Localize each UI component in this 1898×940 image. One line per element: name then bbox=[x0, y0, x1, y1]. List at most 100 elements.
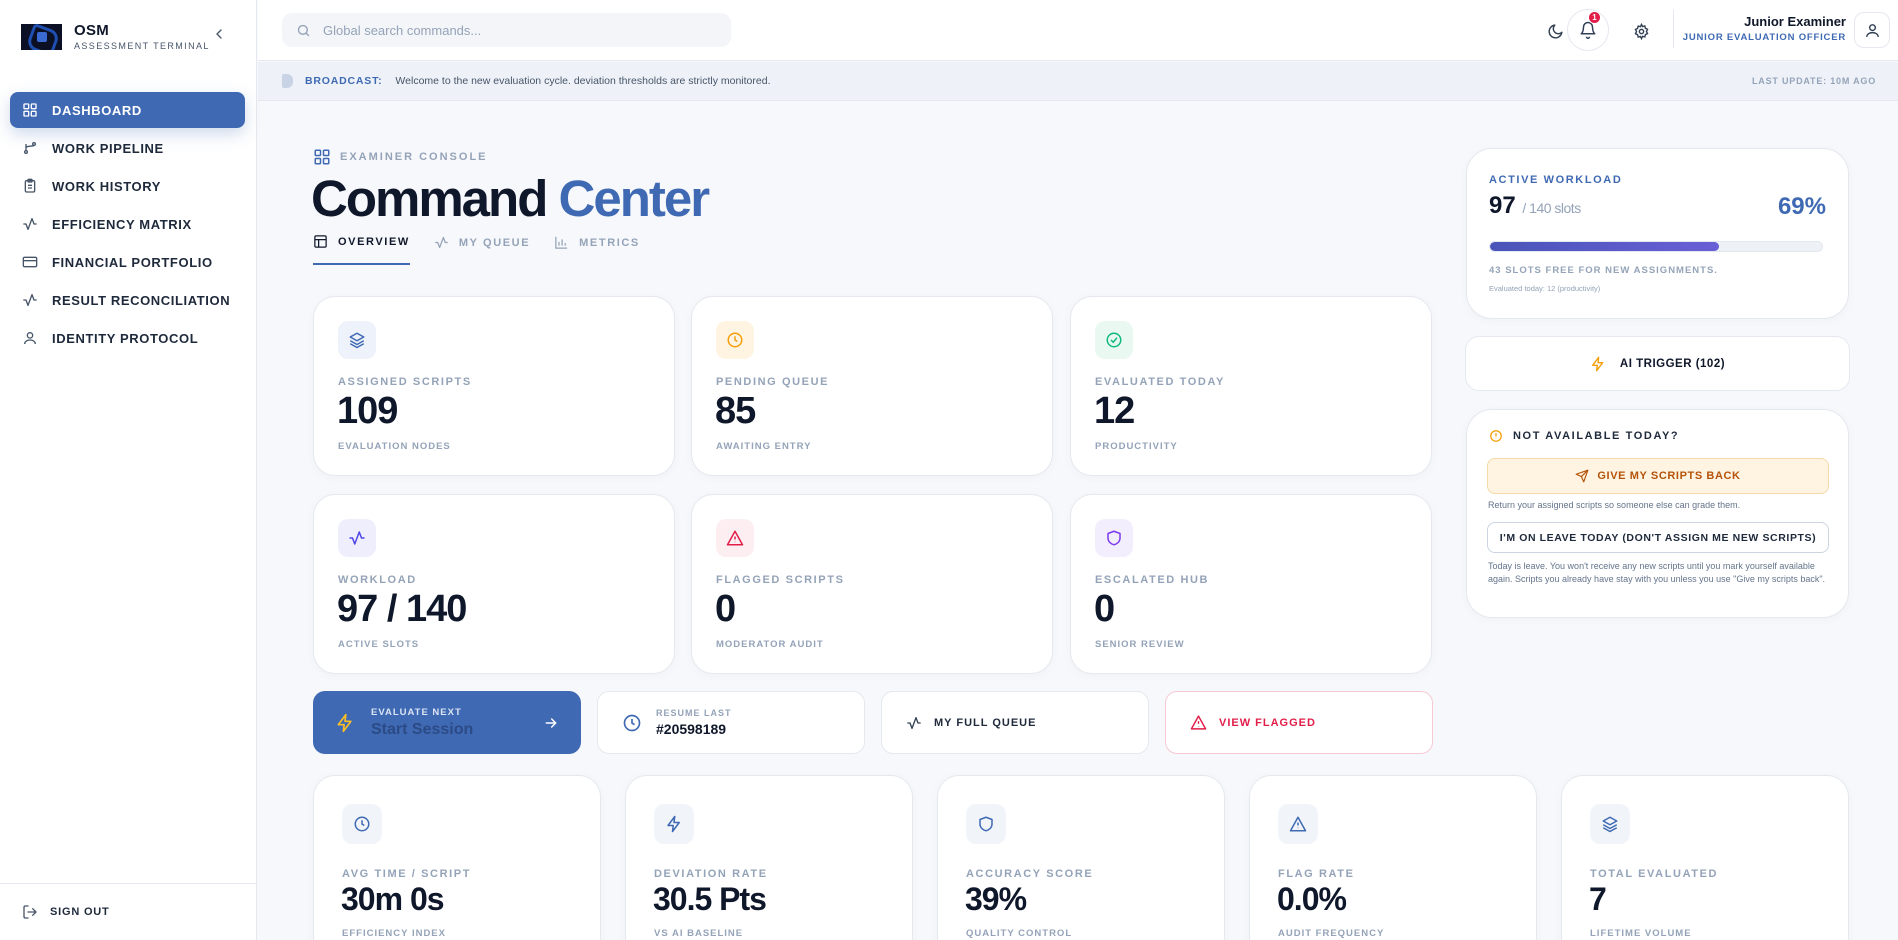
tab-overview[interactable]: OVERVIEW bbox=[313, 234, 410, 265]
stat-card-evaluated-today[interactable]: EVALUATED TODAY 12 PRODUCTIVITY bbox=[1070, 296, 1432, 476]
sidebar-item-work-history[interactable]: WORK HISTORY bbox=[10, 168, 245, 204]
warning-icon bbox=[1190, 714, 1207, 731]
stat-label: ASSIGNED SCRIPTS bbox=[338, 376, 472, 388]
my-full-queue-button[interactable]: MY FULL QUEUE bbox=[881, 691, 1149, 754]
activity-icon bbox=[906, 715, 922, 731]
clipboard-icon bbox=[22, 178, 38, 194]
tab-label: MY QUEUE bbox=[458, 236, 531, 249]
resume-last-button[interactable]: RESUME LAST #20598189 bbox=[597, 691, 865, 754]
view-flagged-button[interactable]: VIEW FLAGGED bbox=[1165, 691, 1433, 754]
sidebar-item-label: FINANCIAL PORTFOLIO bbox=[52, 254, 213, 270]
my-full-queue-label: MY FULL QUEUE bbox=[934, 716, 1037, 729]
metric-sub: EFFICIENCY INDEX bbox=[342, 928, 446, 939]
page-title-main: Command bbox=[311, 170, 548, 227]
metric-value: 30m 0s bbox=[341, 881, 445, 917]
metric-card-total-evaluated[interactable]: TOTAL EVALUATED 7 LIFETIME VOLUME bbox=[1561, 775, 1849, 940]
settings-button[interactable] bbox=[1621, 11, 1661, 51]
tab-metrics[interactable]: METRICS bbox=[554, 234, 640, 265]
metric-value: 30.5 Pts bbox=[653, 881, 767, 917]
metric-sub: VS AI BASELINE bbox=[654, 928, 744, 939]
sidebar-item-label: WORK HISTORY bbox=[52, 178, 162, 194]
topbar: Global search commands... 1 Junior Exami… bbox=[258, 0, 1898, 61]
activity-icon bbox=[338, 519, 376, 557]
broadcast-message: Welcome to the new evaluation cycle. dev… bbox=[395, 75, 771, 87]
metric-sub: QUALITY CONTROL bbox=[966, 928, 1073, 939]
sidebar-item-label: IDENTITY PROTOCOL bbox=[52, 330, 199, 346]
sidebar-item-financial-portfolio[interactable]: FINANCIAL PORTFOLIO bbox=[10, 244, 245, 280]
bar-chart-icon bbox=[554, 235, 569, 250]
brand-title: OSM bbox=[74, 22, 110, 39]
metric-sub: LIFETIME VOLUME bbox=[1590, 928, 1692, 939]
metric-label: ACCURACY SCORE bbox=[966, 868, 1094, 880]
chevron-left-icon[interactable] bbox=[211, 26, 227, 42]
metric-label: DEVIATION RATE bbox=[654, 868, 768, 880]
search-input[interactable]: Global search commands... bbox=[282, 13, 731, 47]
sidebar-item-work-pipeline[interactable]: WORK PIPELINE bbox=[10, 130, 245, 166]
arrow-right-icon bbox=[543, 715, 559, 731]
workload-progress-fill bbox=[1490, 242, 1720, 251]
warning-icon bbox=[716, 519, 754, 557]
metric-card-avg-time[interactable]: AVG TIME / SCRIPT 30m 0s EFFICIENCY INDE… bbox=[313, 775, 601, 940]
give-scripts-back-button[interactable]: GIVE MY SCRIPTS BACK bbox=[1487, 458, 1829, 494]
avatar[interactable] bbox=[1854, 12, 1890, 48]
stat-card-pending-queue[interactable]: PENDING QUEUE 85 AWAITING ENTRY bbox=[691, 296, 1053, 476]
availability-title-text: NOT AVAILABLE TODAY? bbox=[1513, 430, 1680, 442]
theme-toggle-button[interactable] bbox=[1535, 11, 1575, 51]
workload-progress-bar bbox=[1489, 241, 1823, 252]
metric-sub: AUDIT FREQUENCY bbox=[1278, 928, 1385, 939]
user-role: JUNIOR EVALUATION OFFICER bbox=[1682, 32, 1846, 43]
on-leave-button[interactable]: I'M ON LEAVE TODAY (DON'T ASSIGN ME NEW … bbox=[1487, 522, 1829, 553]
layers-icon bbox=[338, 321, 376, 359]
check-circle-icon bbox=[1095, 321, 1133, 359]
console-label: EXAMINER CONSOLE bbox=[313, 148, 488, 166]
stat-value: 85 bbox=[715, 390, 756, 432]
brand[interactable]: OSM ASSESSMENT TERMINAL bbox=[21, 22, 210, 51]
gear-icon bbox=[1633, 22, 1650, 40]
notifications-button[interactable]: 1 bbox=[1567, 9, 1609, 51]
workload-count: 97 bbox=[1489, 192, 1516, 219]
broadcast-label: BROADCAST: bbox=[305, 75, 383, 87]
clock-icon bbox=[622, 713, 642, 733]
logo bbox=[21, 23, 62, 50]
stat-card-flagged-scripts[interactable]: FLAGGED SCRIPTS 0 MODERATOR AUDIT bbox=[691, 494, 1053, 674]
tab-label: OVERVIEW bbox=[338, 235, 410, 248]
view-flagged-label: VIEW FLAGGED bbox=[1219, 716, 1316, 729]
sidebar-item-label: RESULT RECONCILIATION bbox=[52, 292, 231, 308]
stat-label: FLAGGED SCRIPTS bbox=[716, 574, 845, 586]
broadcast-timestamp: LAST UPDATE: 10M AGO bbox=[1751, 76, 1876, 86]
resume-last-id: #20598189 bbox=[656, 721, 727, 737]
layout-icon bbox=[313, 234, 328, 249]
stat-card-assigned-scripts[interactable]: ASSIGNED SCRIPTS 109 EVALUATION NODES bbox=[313, 296, 675, 476]
workload-capacity: / 140 slots bbox=[1522, 200, 1581, 216]
availability-card: NOT AVAILABLE TODAY? GIVE MY SCRIPTS BAC… bbox=[1466, 409, 1849, 618]
clock-icon bbox=[342, 804, 382, 844]
sidebar-item-identity-protocol[interactable]: IDENTITY PROTOCOL bbox=[10, 320, 245, 356]
layers-icon bbox=[1590, 804, 1630, 844]
metric-card-accuracy-score[interactable]: ACCURACY SCORE 39% QUALITY CONTROL bbox=[937, 775, 1225, 940]
shield-icon bbox=[1095, 519, 1133, 557]
metric-value: 39% bbox=[965, 881, 1027, 917]
sidebar-item-dashboard[interactable]: DASHBOARD bbox=[10, 92, 245, 128]
metric-card-flag-rate[interactable]: FLAG RATE 0.0% AUDIT FREQUENCY bbox=[1249, 775, 1537, 940]
stat-label: PENDING QUEUE bbox=[716, 376, 830, 388]
metric-card-deviation-rate[interactable]: DEVIATION RATE 30.5 Pts VS AI BASELINE bbox=[625, 775, 913, 940]
ai-trigger-button[interactable]: AI TRIGGER (102) bbox=[1465, 336, 1850, 391]
bolt-icon bbox=[335, 713, 355, 733]
dashboard-grid-icon bbox=[22, 102, 38, 118]
tab-my-queue[interactable]: MY QUEUE bbox=[434, 234, 530, 265]
sign-out-button[interactable]: SIGN OUT bbox=[0, 883, 257, 940]
sidebar-item-label: WORK PIPELINE bbox=[52, 140, 164, 156]
stat-sub: AWAITING ENTRY bbox=[716, 441, 812, 452]
stat-value: 0 bbox=[715, 588, 736, 630]
page-title-accent: Center bbox=[558, 170, 711, 227]
console-label-text: EXAMINER CONSOLE bbox=[340, 151, 488, 163]
sidebar-item-result-reconciliation[interactable]: RESULT RECONCILIATION bbox=[10, 282, 245, 318]
stat-card-escalated-hub[interactable]: ESCALATED HUB 0 SENIOR REVIEW bbox=[1070, 494, 1432, 674]
workload-note: Evaluated today: 12 (productivity) bbox=[1489, 284, 1601, 293]
stat-card-workload[interactable]: WORKLOAD 97 / 140 ACTIVE SLOTS bbox=[313, 494, 675, 674]
stat-value: 97 / 140 bbox=[337, 588, 467, 630]
give-scripts-back-label: GIVE MY SCRIPTS BACK bbox=[1597, 470, 1741, 482]
stat-sub: SENIOR REVIEW bbox=[1095, 639, 1185, 650]
sidebar-item-efficiency-matrix[interactable]: EFFICIENCY MATRIX bbox=[10, 206, 245, 242]
evaluate-next-button[interactable]: EVALUATE NEXT Start Session bbox=[313, 691, 581, 754]
